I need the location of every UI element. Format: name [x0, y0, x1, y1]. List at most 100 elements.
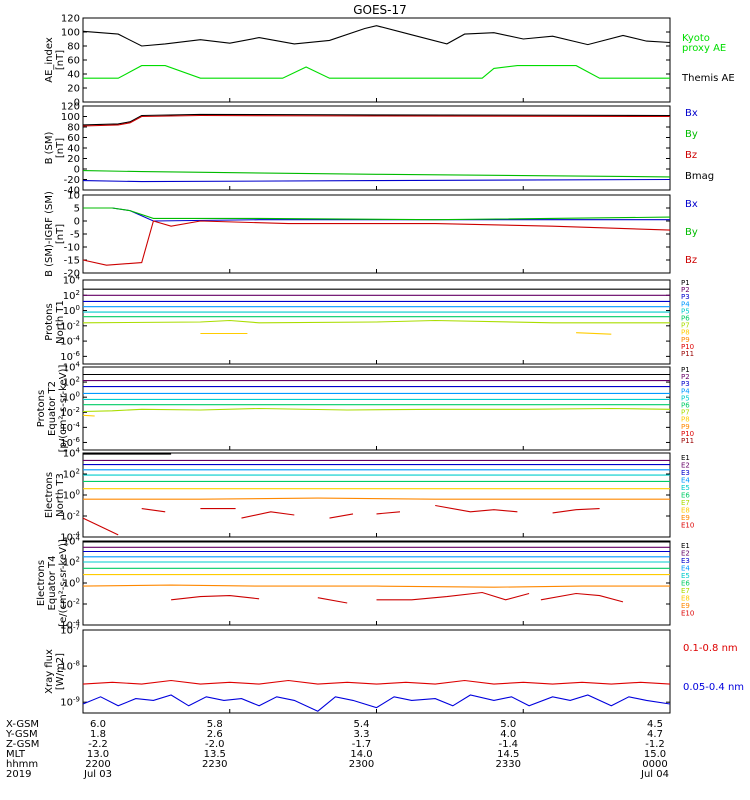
tick-exponent: -9	[73, 696, 80, 704]
tick-exponent: 0	[76, 489, 80, 497]
y-tick-label: 100	[63, 577, 80, 590]
y-axis-label: Equator T4	[47, 556, 58, 611]
legend-e8: E8	[681, 595, 690, 603]
legend-p5: P5	[681, 394, 690, 402]
y-tick-label: 10-2	[60, 406, 80, 419]
y-tick-label: 0	[74, 217, 80, 228]
tick-base: 10	[63, 449, 76, 460]
legend-p4: P4	[681, 387, 690, 395]
axis-value: 2330	[496, 759, 521, 770]
series-bz	[82, 114, 671, 127]
axis-value: 1.8	[90, 729, 106, 740]
y-tick-label: 104	[63, 361, 81, 374]
y-axis-label: [W/m2]	[55, 653, 66, 690]
y-tick-label: 102	[63, 556, 80, 569]
y-tick-label: 102	[63, 376, 80, 389]
y-tick-label: 10-6	[60, 350, 80, 363]
y-tick-label: 60	[67, 133, 80, 144]
tick-exponent: 2	[76, 376, 80, 384]
y-axis-label: AE_index	[44, 37, 55, 83]
legend-p9: P9	[681, 423, 690, 431]
y-tick-label: 0	[74, 98, 80, 109]
y-tick-label: 104	[63, 535, 81, 548]
tick-exponent: 2	[76, 289, 80, 297]
legend-e5: E5	[681, 572, 690, 580]
y-tick-label: 80	[67, 42, 80, 53]
y-tick-label: 120	[61, 102, 80, 113]
legend-p4: P4	[681, 300, 690, 308]
tick-base: 10	[60, 337, 73, 348]
tick-exponent: 0	[76, 391, 80, 399]
legend-p2: P2	[681, 373, 690, 381]
legend-p3: P3	[681, 380, 690, 388]
y-tick-label: 104	[63, 447, 81, 460]
y-axis-label: Electrons	[44, 472, 55, 518]
y-tick-label: 100	[63, 304, 80, 317]
legend-e6: E6	[681, 492, 690, 500]
tick-base: 10	[60, 533, 73, 544]
tick-base: 10	[60, 408, 73, 419]
series-e9b	[317, 597, 348, 604]
axis-value: 0000	[642, 759, 667, 770]
axis-value: 14.0	[350, 749, 372, 760]
series-kyoto-proxy-ae	[82, 25, 671, 47]
row-label-0: X-GSM	[6, 719, 39, 730]
y-tick-label: 10-7	[60, 624, 80, 637]
axis-value: -1.2	[645, 739, 665, 750]
y-axis-label: Equator T2	[47, 381, 58, 436]
tick-base: 10	[63, 558, 76, 569]
axis-value: 14.5	[497, 749, 519, 760]
tick-base: 10	[60, 621, 73, 632]
axis-value: 6.0	[90, 719, 106, 730]
tick-base: 10	[63, 579, 76, 590]
y-tick-label: -5	[70, 230, 80, 241]
legend-themis-ae: Themis AE	[681, 73, 735, 84]
legend-0-1-0-8-nm: 0.1-0.8 nm	[683, 643, 738, 654]
series-e9a	[82, 517, 119, 536]
y-axis-label: [p/(cm²-s-sr-keV)]	[58, 365, 69, 453]
tick-base: 10	[60, 321, 73, 332]
row-label-2: Z-GSM	[6, 739, 39, 750]
axis-value: Jul 03	[83, 769, 112, 780]
series-0-05-0-4-nm	[82, 694, 671, 712]
y-tick-label: 102	[63, 289, 80, 302]
legend-p3: P3	[681, 293, 690, 301]
legend-by: By	[685, 129, 698, 140]
tick-base: 10	[60, 438, 73, 449]
legend-bmag: Bmag	[685, 171, 714, 182]
y-tick-label: -20	[64, 175, 80, 186]
y-axis-label: North T1	[55, 300, 66, 344]
axis-value: -2.0	[205, 739, 225, 750]
legend-e3: E3	[681, 469, 690, 477]
legend-e8: E8	[681, 507, 690, 515]
tick-exponent: 0	[76, 577, 80, 585]
legend-e2: E2	[681, 462, 690, 470]
series-p8b	[576, 332, 612, 335]
tick-exponent: -8	[73, 660, 80, 668]
tick-base: 10	[63, 363, 76, 374]
axis-value: 2230	[202, 759, 227, 770]
tick-exponent: -7	[73, 624, 80, 632]
legend-e6: E6	[681, 580, 690, 588]
legend-p2: P2	[681, 286, 690, 294]
legend-kyoto: Kyoto	[682, 33, 710, 44]
y-axis-label: Xray flux	[44, 649, 55, 694]
series-e8	[83, 497, 670, 500]
axis-value: 4.5	[647, 719, 663, 730]
y-axis-label: B (SM)	[44, 131, 55, 164]
row-label-4: hhmm	[6, 759, 38, 770]
series-by	[82, 170, 671, 178]
axis-value: -2.2	[88, 739, 108, 750]
legend-e9: E9	[681, 602, 690, 610]
y-tick-label: 10-4	[60, 531, 80, 544]
y-axis-label: North T3	[55, 473, 66, 517]
axis-value: 2.6	[207, 729, 223, 740]
series-bmag	[82, 113, 671, 126]
legend-e9: E9	[681, 514, 690, 522]
